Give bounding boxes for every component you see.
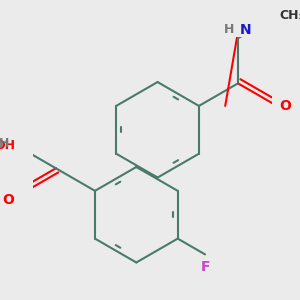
Text: CH₃: CH₃	[280, 9, 300, 22]
Text: O: O	[280, 99, 292, 113]
Text: F: F	[200, 260, 210, 274]
Text: OH: OH	[0, 139, 16, 152]
Text: H: H	[0, 136, 9, 150]
Text: N: N	[239, 23, 251, 37]
Text: H: H	[224, 22, 234, 36]
Text: O: O	[2, 194, 14, 208]
